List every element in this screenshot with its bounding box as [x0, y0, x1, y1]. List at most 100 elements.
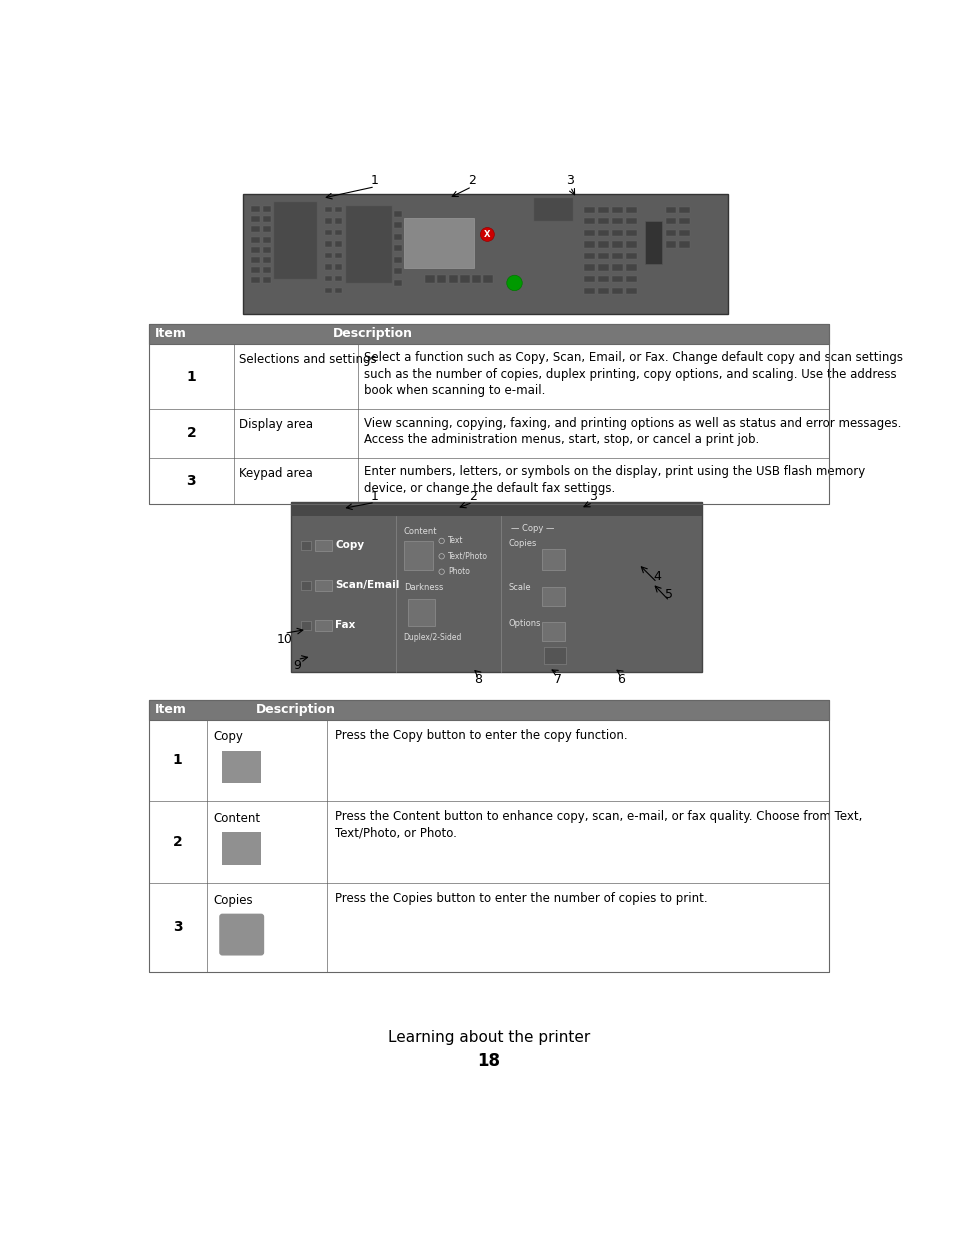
- Bar: [394, 233, 402, 240]
- Text: 6: 6: [617, 673, 625, 685]
- Text: Description: Description: [255, 703, 335, 716]
- Bar: [472, 275, 480, 283]
- Text: Photo: Photo: [447, 567, 469, 577]
- Text: Learning about the printer: Learning about the printer: [387, 1030, 590, 1045]
- Bar: [448, 275, 457, 283]
- Bar: [222, 751, 261, 783]
- Bar: [149, 802, 828, 883]
- Bar: [335, 264, 341, 270]
- Text: 1: 1: [172, 753, 182, 767]
- Bar: [612, 253, 622, 259]
- Bar: [598, 275, 608, 282]
- Bar: [251, 206, 259, 212]
- Bar: [314, 620, 332, 631]
- Bar: [149, 409, 828, 458]
- Bar: [612, 241, 622, 247]
- Circle shape: [480, 227, 494, 241]
- Bar: [335, 253, 341, 258]
- Bar: [300, 621, 311, 630]
- Bar: [394, 246, 402, 252]
- Bar: [679, 206, 689, 212]
- Bar: [149, 324, 828, 343]
- Bar: [314, 540, 332, 551]
- Bar: [324, 230, 332, 235]
- Text: 10: 10: [276, 634, 292, 646]
- Bar: [541, 587, 564, 606]
- Bar: [583, 264, 595, 270]
- Bar: [583, 253, 595, 259]
- Text: Selections and settings: Selections and settings: [238, 353, 375, 366]
- Text: 1: 1: [186, 369, 196, 384]
- Bar: [625, 275, 637, 282]
- Bar: [625, 230, 637, 236]
- Bar: [262, 226, 271, 232]
- Text: View scanning, copying, faxing, and printing options as well as status and error: View scanning, copying, faxing, and prin…: [364, 417, 901, 446]
- Text: Copy: Copy: [335, 540, 364, 550]
- Bar: [222, 832, 261, 864]
- Bar: [459, 275, 469, 283]
- Bar: [149, 324, 828, 504]
- Bar: [394, 280, 402, 287]
- Bar: [598, 241, 608, 247]
- Text: Keypad area: Keypad area: [238, 467, 312, 480]
- Bar: [324, 275, 332, 282]
- Bar: [291, 503, 701, 516]
- Bar: [251, 226, 259, 232]
- Bar: [262, 247, 271, 253]
- Bar: [407, 599, 435, 626]
- Text: Copies: Copies: [508, 540, 537, 548]
- Bar: [483, 275, 493, 283]
- Text: 3: 3: [187, 474, 196, 488]
- Bar: [543, 647, 565, 664]
- Text: 3: 3: [172, 920, 182, 935]
- Text: 18: 18: [476, 1052, 500, 1070]
- Text: 1: 1: [371, 174, 378, 186]
- Text: 3: 3: [588, 490, 596, 503]
- Bar: [324, 219, 332, 224]
- Text: 2: 2: [468, 490, 476, 503]
- Bar: [665, 241, 676, 247]
- Bar: [598, 219, 608, 225]
- Bar: [612, 219, 622, 225]
- Text: Press the Copy button to enter the copy function.: Press the Copy button to enter the copy …: [335, 729, 627, 742]
- Text: Scan/Email: Scan/Email: [335, 579, 399, 590]
- Text: 5: 5: [665, 588, 673, 601]
- Bar: [324, 241, 332, 247]
- Text: 2: 2: [172, 835, 182, 848]
- Bar: [394, 268, 402, 274]
- Bar: [262, 277, 271, 283]
- Bar: [149, 458, 828, 504]
- Text: Item: Item: [154, 327, 187, 341]
- Bar: [149, 699, 828, 720]
- Bar: [625, 206, 637, 212]
- Text: Options: Options: [508, 620, 540, 629]
- Text: Text/Photo: Text/Photo: [447, 552, 487, 561]
- Bar: [598, 230, 608, 236]
- Bar: [598, 264, 608, 270]
- Bar: [335, 230, 341, 235]
- Bar: [612, 275, 622, 282]
- Bar: [679, 219, 689, 225]
- Bar: [665, 206, 676, 212]
- Bar: [665, 219, 676, 225]
- Bar: [251, 237, 259, 243]
- Bar: [625, 253, 637, 259]
- Text: 8: 8: [474, 673, 481, 685]
- Bar: [598, 288, 608, 294]
- Text: 3: 3: [566, 174, 574, 186]
- Text: Copy: Copy: [213, 730, 243, 743]
- Bar: [612, 206, 622, 212]
- Text: Select a function such as Copy, Scan, Email, or Fax. Change default copy and sca: Select a function such as Copy, Scan, Em…: [364, 352, 902, 398]
- Bar: [665, 230, 676, 236]
- Bar: [598, 206, 608, 212]
- Bar: [262, 257, 271, 263]
- Text: Content: Content: [403, 527, 436, 536]
- Bar: [394, 222, 402, 228]
- Bar: [262, 206, 271, 212]
- Bar: [324, 264, 332, 270]
- Text: Description: Description: [333, 327, 413, 341]
- Bar: [583, 219, 595, 225]
- Bar: [335, 241, 341, 247]
- Text: Press the Content button to enhance copy, scan, e-mail, or fax quality. Choose f: Press the Content button to enhance copy…: [335, 810, 862, 840]
- Bar: [300, 541, 311, 550]
